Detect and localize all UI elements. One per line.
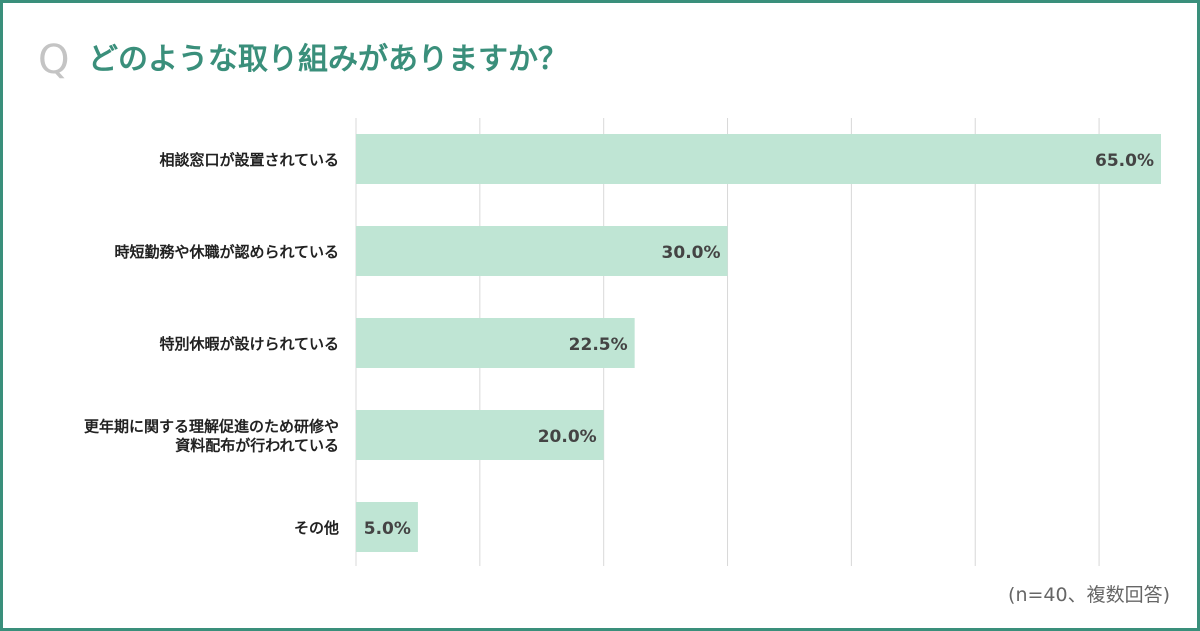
value-label: 30.0%	[662, 243, 721, 263]
value-label: 20.0%	[538, 427, 597, 447]
category-label: 特別休暇が設けられている	[159, 335, 339, 353]
chart-title: どのような取り組みがありますか？	[88, 42, 568, 77]
category-label: 時短勤務や休職が認められている	[114, 243, 339, 261]
value-label: 65.0%	[1095, 151, 1154, 171]
category-label: その他	[294, 519, 339, 537]
bar	[356, 410, 604, 460]
category-label: 資料配布が行われている	[175, 437, 339, 455]
bar	[356, 318, 635, 368]
footnote: (n=40、複数回答)	[1008, 584, 1170, 606]
q-icon: Q	[38, 37, 70, 83]
bar	[356, 226, 728, 276]
bar	[356, 134, 1161, 184]
bar	[356, 502, 418, 552]
value-label: 5.0%	[364, 519, 411, 539]
category-label: 更年期に関する理解促進のため研修や	[84, 418, 339, 436]
category-label: 相談窓口が設置されている	[159, 151, 339, 169]
value-label: 22.5%	[569, 335, 628, 355]
